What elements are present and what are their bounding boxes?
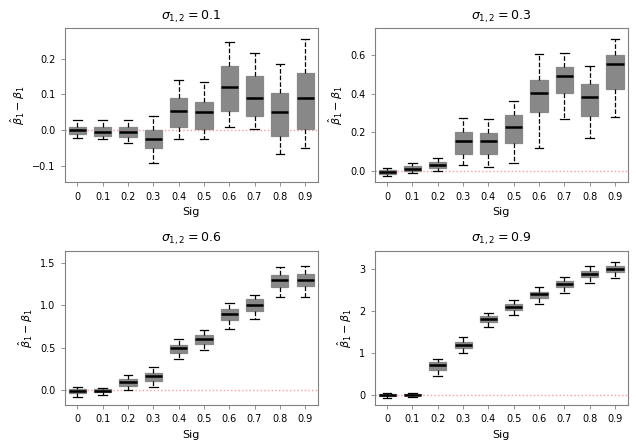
PathPatch shape xyxy=(378,170,396,174)
PathPatch shape xyxy=(120,128,137,137)
PathPatch shape xyxy=(271,93,289,136)
PathPatch shape xyxy=(429,162,446,168)
PathPatch shape xyxy=(144,373,162,381)
PathPatch shape xyxy=(480,316,497,322)
PathPatch shape xyxy=(69,127,86,134)
PathPatch shape xyxy=(429,362,446,370)
X-axis label: Sig: Sig xyxy=(183,207,200,217)
Title: $\sigma_{1,2} = 0.3$: $\sigma_{1,2} = 0.3$ xyxy=(471,9,531,25)
PathPatch shape xyxy=(271,275,289,287)
PathPatch shape xyxy=(94,128,111,136)
PathPatch shape xyxy=(556,67,573,93)
PathPatch shape xyxy=(195,336,212,344)
PathPatch shape xyxy=(530,292,548,298)
PathPatch shape xyxy=(455,132,472,154)
Title: $\sigma_{1,2} = 0.9$: $\sigma_{1,2} = 0.9$ xyxy=(471,231,531,247)
PathPatch shape xyxy=(378,394,396,396)
Y-axis label: $\hat{\beta}_1 - \beta_1$: $\hat{\beta}_1 - \beta_1$ xyxy=(17,308,35,348)
PathPatch shape xyxy=(606,55,624,89)
PathPatch shape xyxy=(69,389,86,393)
PathPatch shape xyxy=(221,66,238,111)
PathPatch shape xyxy=(505,115,522,143)
PathPatch shape xyxy=(530,80,548,112)
PathPatch shape xyxy=(581,84,598,116)
X-axis label: Sig: Sig xyxy=(492,207,510,217)
PathPatch shape xyxy=(170,345,187,353)
PathPatch shape xyxy=(195,102,212,129)
PathPatch shape xyxy=(296,73,314,129)
PathPatch shape xyxy=(296,274,314,286)
PathPatch shape xyxy=(144,130,162,148)
PathPatch shape xyxy=(505,304,522,310)
X-axis label: Sig: Sig xyxy=(492,430,510,439)
PathPatch shape xyxy=(455,342,472,348)
Title: $\sigma_{1,2} = 0.1$: $\sigma_{1,2} = 0.1$ xyxy=(162,9,221,25)
PathPatch shape xyxy=(221,309,238,320)
PathPatch shape xyxy=(404,166,421,171)
PathPatch shape xyxy=(556,281,573,287)
PathPatch shape xyxy=(606,267,624,272)
Y-axis label: $\hat{\beta}_1 - \beta_1$: $\hat{\beta}_1 - \beta_1$ xyxy=(326,86,345,125)
PathPatch shape xyxy=(170,98,187,127)
Y-axis label: $\hat{\beta}_1 - \beta_1$: $\hat{\beta}_1 - \beta_1$ xyxy=(335,308,354,348)
PathPatch shape xyxy=(404,394,421,396)
PathPatch shape xyxy=(581,271,598,277)
PathPatch shape xyxy=(94,389,111,392)
X-axis label: Sig: Sig xyxy=(183,430,200,439)
Y-axis label: $\hat{\beta}_1 - \beta_1$: $\hat{\beta}_1 - \beta_1$ xyxy=(8,86,27,125)
Title: $\sigma_{1,2} = 0.6$: $\sigma_{1,2} = 0.6$ xyxy=(161,231,221,247)
PathPatch shape xyxy=(246,77,263,116)
PathPatch shape xyxy=(480,133,497,154)
PathPatch shape xyxy=(246,299,263,311)
PathPatch shape xyxy=(120,379,137,386)
